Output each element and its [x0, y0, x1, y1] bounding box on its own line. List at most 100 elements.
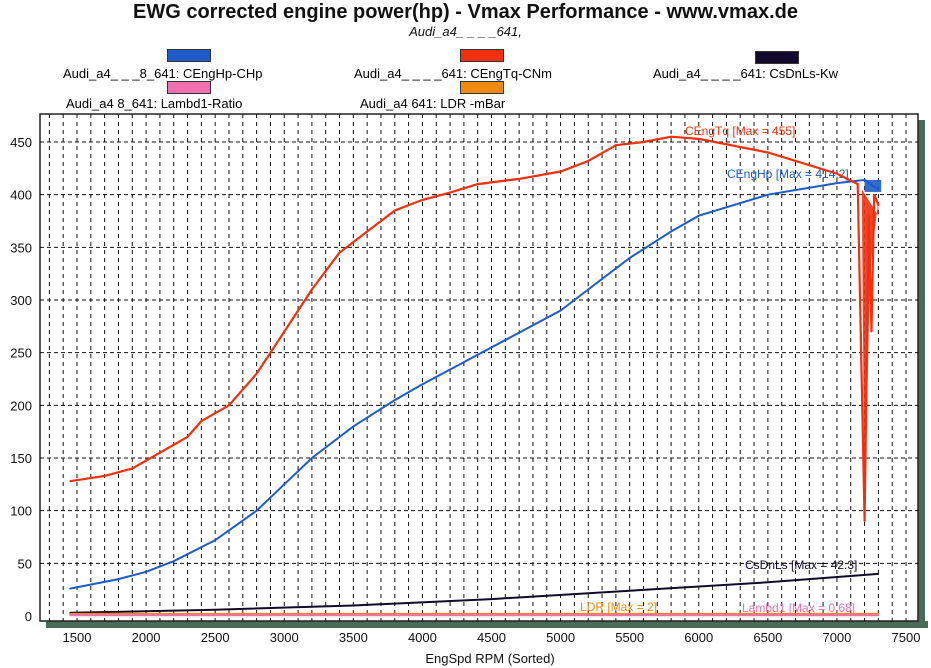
y-tick-label: 50	[18, 556, 32, 571]
x-tick-label: 7000	[822, 630, 851, 645]
y-tick-label: 150	[10, 451, 32, 466]
data-point-cengtq	[200, 420, 203, 422]
data-point-cengtq	[559, 170, 562, 173]
plot-shadow-right	[918, 120, 925, 628]
data-point-cenghp	[767, 193, 769, 196]
x-tick-label: 3500	[339, 630, 368, 645]
data-point-cenghp	[421, 383, 424, 386]
legend-item-hp: Audi_a4_ _ _8_641: CEngHp-CHp	[63, 66, 263, 81]
data-point-ldr	[877, 613, 880, 615]
data-point-cenghp	[352, 425, 355, 428]
data-point-cengtq	[615, 144, 617, 146]
y-tick-label: 400	[10, 188, 32, 203]
data-point-cengtq	[69, 480, 71, 482]
data-point-cengtq	[131, 467, 134, 470]
data-point-cenghp	[311, 457, 313, 459]
data-point-csdnls	[490, 598, 493, 600]
legend-swatch-tq	[460, 49, 504, 62]
x-tick-label: 7500	[892, 630, 921, 645]
data-point-cenghp	[697, 214, 700, 217]
data-point-cengtq	[836, 172, 838, 175]
series-annotation-csdnls: CsDnLs [Max = 42.3]	[745, 558, 857, 572]
data-point-cenghp	[214, 539, 216, 541]
data-point-cengtq	[587, 160, 590, 162]
data-point-cenghp	[145, 570, 147, 573]
data-point-cengtq	[449, 191, 451, 194]
data-point-cengtq	[856, 183, 859, 185]
series-annotation-cengtq: CEngTq [Max = 455]	[685, 124, 795, 138]
x-tick-label: 1500	[63, 630, 92, 645]
series-annotation-lambd1: Lambd1 [Max = 0.68]	[742, 601, 855, 615]
legend-item-csdnls: Audi_a4_ _ _ _641: CsDnLs-Kw	[653, 66, 839, 81]
data-point-cengtq	[228, 404, 230, 407]
data-point-cengtq	[518, 178, 520, 180]
plot-shadow-bottom	[46, 621, 928, 628]
data-point-cengtq	[103, 475, 106, 477]
series-annotation-ldr: LDR [Max = 2]	[580, 600, 657, 614]
data-point-cenghp	[587, 288, 590, 291]
data-point-cengtq	[870, 330, 873, 333]
data-point-cengtq	[159, 451, 161, 454]
data-point-cenghp	[69, 587, 71, 590]
data-point-cengtq	[393, 209, 396, 212]
y-tick-label: 0	[25, 609, 32, 624]
data-point-cenghp	[255, 509, 258, 512]
data-point-cenghp	[393, 399, 396, 401]
plot-area	[39, 113, 919, 622]
legend-swatch-ldr	[460, 81, 504, 94]
data-point-csdnls	[877, 573, 880, 575]
data-point-cengtq	[767, 151, 769, 154]
hp-noise-region	[864, 179, 882, 192]
x-tick-label: 4500	[477, 630, 506, 645]
legend-item-ldr: Audi_a4 641: LDR -mBar	[360, 96, 506, 111]
data-point-cengtq	[338, 251, 341, 254]
data-point-lambd1	[69, 614, 71, 617]
data-point-cengtq	[421, 199, 424, 201]
legend-swatch-hp	[167, 49, 211, 62]
y-tick-label: 300	[10, 293, 32, 308]
data-point-cenghp	[836, 182, 838, 184]
data-point-cengtq	[283, 330, 286, 333]
x-tick-label: 5500	[615, 630, 644, 645]
x-tick-label: 4000	[408, 630, 437, 645]
x-tick-label: 6500	[753, 630, 782, 645]
data-point-cengtq	[186, 436, 189, 438]
data-point-cengtq	[697, 138, 700, 140]
torque-noise-region	[861, 189, 879, 522]
y-tick-label: 250	[10, 346, 32, 361]
legend-swatch-lambda	[167, 81, 211, 94]
data-point-csdnls	[628, 589, 631, 592]
data-point-lambd1	[877, 614, 880, 617]
legend-item-lambda: Audi_a4 8_641: Lambd1-Ratio	[66, 96, 243, 111]
data-point-csdnls	[352, 604, 355, 607]
x-tick-label: 2000	[132, 630, 161, 645]
data-point-cengtq	[642, 141, 645, 143]
data-point-cengtq	[670, 135, 672, 138]
y-tick-label: 200	[10, 398, 32, 413]
legend-item-tq: Audi_a4_ _ _ _641: CEngTq-CNm	[354, 66, 553, 81]
data-point-csdnls	[767, 581, 769, 584]
data-point-cenghp	[490, 346, 493, 349]
data-point-cenghp	[628, 257, 631, 259]
chart-subtitle: Audi_a4_ _ _ _641,	[409, 24, 522, 39]
series-annotation-cenghp: CEngHp [Max = 414.2]	[727, 167, 849, 181]
y-tick-label: 100	[10, 504, 32, 519]
data-point-cenghp	[172, 560, 175, 563]
legend-swatch-csdnls	[755, 51, 799, 64]
data-point-cenghp	[670, 230, 672, 233]
x-tick-label: 3000	[270, 630, 299, 645]
y-tick-label: 350	[10, 240, 32, 255]
x-tick-label: 5000	[546, 630, 575, 645]
data-point-cengtq	[476, 183, 479, 185]
data-point-cenghp	[117, 578, 120, 580]
data-point-cengtq	[311, 288, 313, 291]
data-point-cengtq	[366, 230, 368, 233]
data-point-cenghp	[559, 309, 562, 312]
x-tick-label: 6000	[684, 630, 713, 645]
data-point-ldr	[69, 613, 71, 615]
data-point-cengtq	[255, 372, 258, 375]
data-point-csdnls	[214, 608, 216, 611]
chart-title: EWG corrected engine power(hp) - Vmax Pe…	[133, 1, 798, 23]
data-point-cenghp	[283, 483, 286, 486]
